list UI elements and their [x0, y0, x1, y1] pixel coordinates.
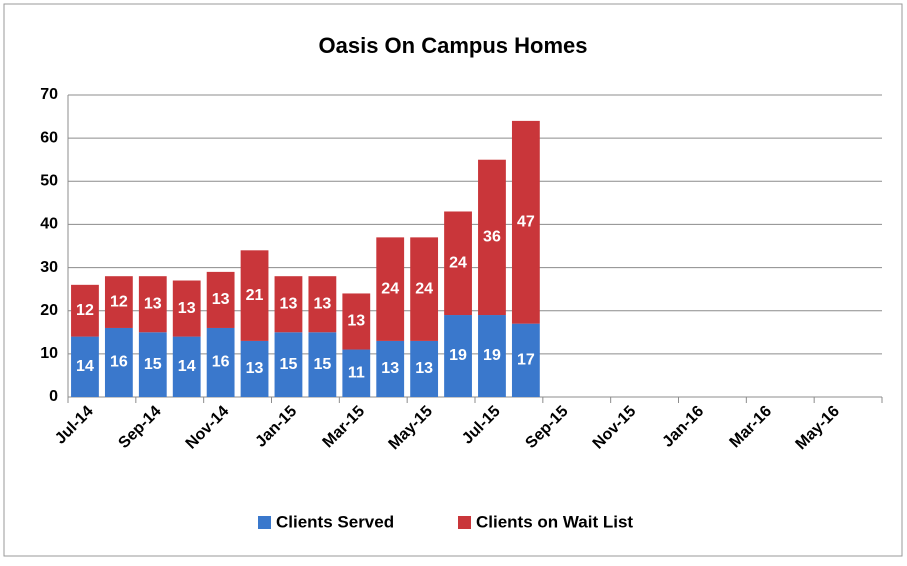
data-label: 13: [313, 295, 331, 312]
data-label: 47: [517, 213, 535, 230]
bar-segment: [274, 276, 303, 333]
bar-segment: [376, 237, 405, 341]
legend-label: Clients on Wait List: [476, 512, 633, 531]
bar-segment: [376, 340, 405, 397]
data-label: 12: [110, 293, 128, 310]
bar-segment: [478, 315, 506, 397]
bar-segment: [410, 340, 439, 397]
bar-segment: [308, 332, 337, 397]
data-label: 16: [212, 354, 230, 371]
bar-segment: [240, 250, 269, 341]
data-label: 19: [449, 347, 467, 364]
data-label: 21: [246, 287, 264, 304]
bar-segment: [511, 120, 540, 324]
data-label: 15: [280, 356, 298, 373]
data-label: 15: [313, 356, 331, 373]
bar-segment: [444, 211, 472, 316]
data-label: 36: [483, 229, 501, 246]
bar-segment: [206, 271, 235, 328]
data-label: 13: [178, 300, 196, 317]
y-tick-label: 70: [40, 86, 58, 103]
bar-segment: [104, 327, 133, 397]
data-label: 14: [178, 358, 196, 375]
bar-segment: [71, 336, 99, 397]
legend-swatch: [458, 516, 471, 529]
bar-segment: [478, 159, 506, 316]
bar-segment: [240, 340, 269, 397]
data-label: 24: [415, 280, 433, 297]
data-label: 24: [449, 254, 467, 271]
data-label: 13: [347, 313, 365, 330]
bar-segment: [511, 323, 540, 397]
data-label: 11: [348, 364, 365, 381]
data-label: 14: [76, 358, 94, 375]
chart-title: Oasis On Campus Homes: [319, 33, 588, 58]
y-tick-label: 10: [40, 345, 58, 362]
bar-segment: [138, 332, 167, 397]
legend-label: Clients Served: [276, 512, 394, 531]
y-tick-label: 60: [40, 129, 58, 146]
y-tick-label: 50: [40, 173, 58, 190]
bar-segment: [274, 332, 303, 397]
data-label: 15: [144, 356, 162, 373]
data-label: 12: [76, 302, 94, 319]
bar-segment: [308, 276, 337, 333]
data-label: 24: [381, 280, 399, 297]
bar-segment: [206, 327, 235, 397]
bar-segment: [444, 315, 472, 397]
y-tick-label: 30: [40, 259, 58, 276]
y-tick-label: 40: [40, 216, 58, 233]
data-label: 13: [212, 291, 230, 308]
legend-swatch: [258, 516, 271, 529]
y-tick-label: 0: [49, 388, 58, 405]
bar-segment: [172, 280, 201, 337]
data-label: 19: [483, 347, 501, 364]
bar-segment: [172, 336, 201, 397]
y-tick-label: 20: [40, 302, 58, 319]
bar-segment: [104, 276, 133, 328]
bar-segment: [410, 237, 439, 341]
data-label: 13: [144, 295, 162, 312]
data-label: 13: [415, 360, 433, 377]
data-label: 16: [110, 354, 128, 371]
data-label: 13: [280, 295, 298, 312]
bar-segment: [71, 284, 99, 337]
data-label: 13: [246, 360, 264, 377]
bar-segment: [342, 349, 371, 397]
bar-segment: [342, 293, 371, 350]
bar-segment: [138, 276, 167, 333]
data-label: 17: [517, 352, 535, 369]
data-label: 13: [381, 360, 399, 377]
